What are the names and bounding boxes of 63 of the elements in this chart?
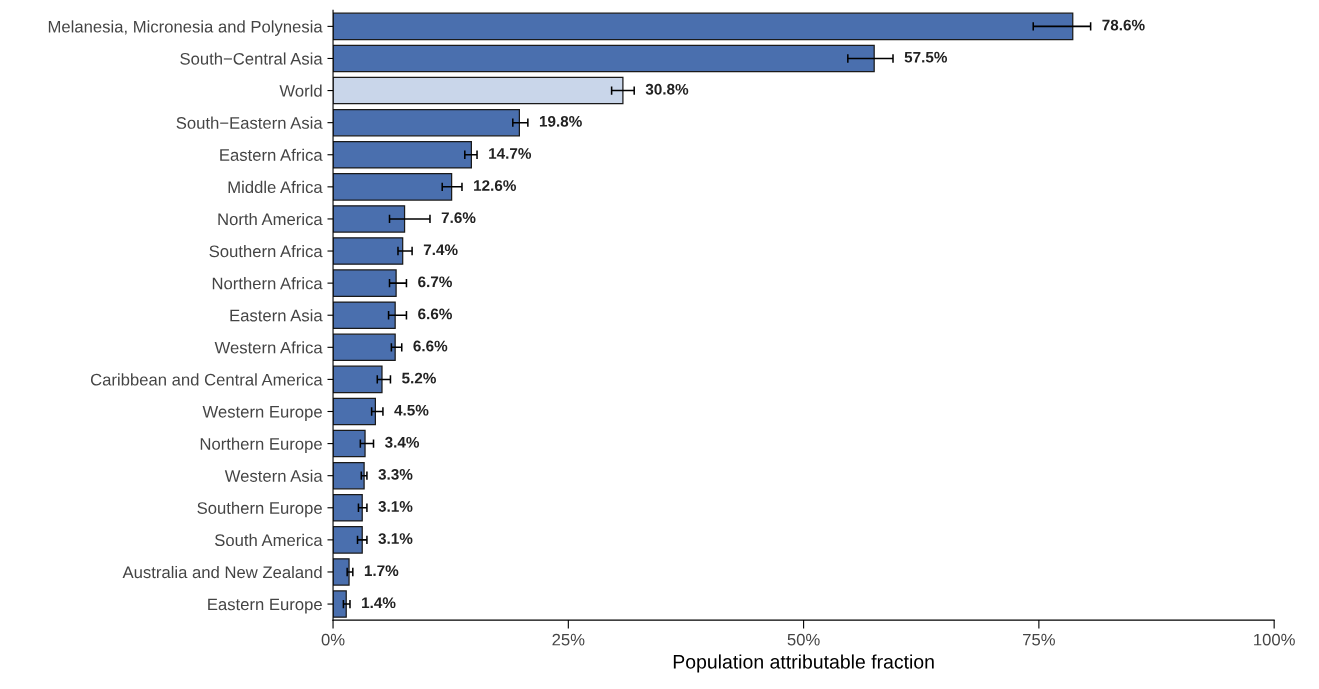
y-tick-label: North America bbox=[218, 212, 323, 226]
x-axis-title: Population attributable fraction bbox=[673, 654, 934, 673]
bar bbox=[333, 205, 406, 233]
bar bbox=[333, 365, 383, 394]
y-tick-label: Middle Africa bbox=[228, 180, 323, 194]
y-tick-label: Eastern Asia bbox=[230, 309, 323, 322]
y-tick-label: Western Africa bbox=[214, 341, 323, 354]
x-tick-label: 75% bbox=[1023, 633, 1055, 646]
bar bbox=[333, 140, 473, 169]
x-tick-label: 25% bbox=[552, 633, 585, 646]
y-tick-label: Melanesia, Micronesia and Polynesia bbox=[48, 20, 323, 36]
data-label: 1.7% bbox=[364, 565, 399, 577]
y-tick-label: Caribbean and Central America bbox=[90, 373, 323, 386]
y-tick-label: Western Asia bbox=[224, 469, 323, 482]
data-label: 5.2% bbox=[402, 372, 436, 384]
data-label: 7.4% bbox=[423, 244, 458, 256]
bar bbox=[333, 558, 350, 586]
data-label: 3.4% bbox=[384, 436, 420, 448]
data-label: 14.7% bbox=[489, 148, 532, 159]
y-tick-label: Southern Europe bbox=[197, 501, 322, 518]
y-tick-label: Eastern Africa bbox=[220, 148, 323, 161]
y-tick-label: Eastern Europe bbox=[208, 598, 322, 614]
x-tick-label: 50% bbox=[787, 633, 820, 646]
y-tick-label: World bbox=[279, 84, 322, 97]
data-label: 12.6% bbox=[474, 180, 517, 191]
data-label: 6.6% bbox=[413, 340, 448, 352]
data-label: 78.6% bbox=[1102, 19, 1145, 31]
bar bbox=[333, 493, 363, 522]
data-label: 19.8% bbox=[539, 115, 582, 127]
bar bbox=[333, 12, 1074, 41]
y-tick-label: Northern Europe bbox=[200, 437, 322, 454]
y-tick-label: Australia and New Zealand bbox=[122, 565, 322, 579]
bar bbox=[333, 301, 396, 330]
x-tick-label: 0% bbox=[321, 633, 345, 646]
bar bbox=[333, 173, 453, 201]
bar bbox=[333, 397, 377, 426]
data-label: 7.6% bbox=[441, 212, 476, 224]
bar bbox=[333, 269, 397, 297]
bar bbox=[333, 526, 363, 554]
data-label: 57.5% bbox=[904, 51, 948, 63]
y-tick-label: South−Eastern Asia bbox=[176, 116, 323, 129]
y-tick-label: South America bbox=[215, 533, 323, 547]
x-tick-label: 100% bbox=[1254, 633, 1295, 646]
bar bbox=[333, 461, 365, 490]
y-tick-label: Southern Africa bbox=[209, 244, 323, 258]
bar bbox=[333, 76, 624, 105]
y-tick-label: South−Central Asia bbox=[180, 52, 323, 65]
bar bbox=[333, 590, 347, 618]
bar bbox=[333, 237, 404, 265]
data-label: 3.3% bbox=[378, 468, 413, 480]
data-label: 3.1% bbox=[378, 501, 413, 512]
y-tick-label: Northern Africa bbox=[212, 277, 323, 290]
bar bbox=[333, 108, 521, 137]
data-label: 30.8% bbox=[645, 83, 689, 95]
bar bbox=[333, 429, 366, 458]
data-label: 1.4% bbox=[362, 597, 396, 609]
data-label: 6.6% bbox=[418, 308, 452, 320]
data-label: 6.7% bbox=[418, 276, 452, 288]
y-tick-label: Western Europe bbox=[202, 406, 322, 421]
data-label: 3.1% bbox=[378, 533, 413, 544]
data-label: 4.5% bbox=[394, 404, 429, 416]
bar bbox=[333, 44, 875, 73]
bar bbox=[333, 333, 396, 362]
